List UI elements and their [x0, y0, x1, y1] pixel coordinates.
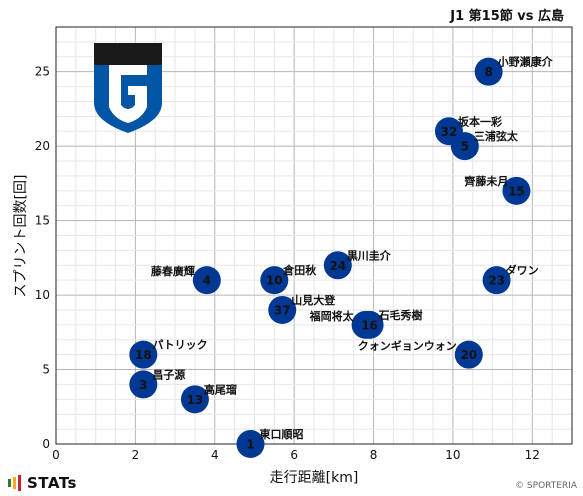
data-point-number: 37 — [274, 303, 291, 317]
chart-title: J1 第15節 vs 広島 — [449, 8, 564, 24]
data-point-label: 三浦弦太 — [474, 129, 519, 143]
data-point-number: 24 — [329, 259, 346, 273]
x-tick-label: 0 — [52, 448, 60, 462]
data-point-label: 昌子源 — [152, 367, 185, 381]
data-point-number: 18 — [135, 348, 152, 362]
data-point-marker — [192, 266, 221, 295]
data-point-number: 1 — [246, 438, 254, 452]
plot-frame — [55, 26, 573, 445]
data-point-number: 3 — [139, 378, 147, 392]
data-point-marker — [268, 295, 297, 324]
x-tick-label: 2 — [132, 448, 140, 462]
data-point-label: 黒川圭介 — [347, 248, 392, 262]
data-point-marker — [236, 430, 265, 458]
data-point-number: 4 — [203, 274, 211, 288]
data-point-marker — [502, 176, 531, 205]
stats-bar-icon — [18, 475, 21, 491]
credit: © SPORTERIA — [515, 481, 577, 491]
data-point-label: 福岡将太 — [309, 309, 355, 323]
data-point-number: 16 — [361, 318, 378, 332]
y-tick-label: 0 — [42, 437, 50, 451]
stats-bar-icon — [8, 479, 11, 487]
data-point-label: クォンギョンウォン — [358, 339, 457, 353]
data-point-label: 坂本一彩 — [458, 114, 502, 128]
data-point-marker — [450, 132, 479, 161]
data-point-label: ダワン — [506, 263, 539, 277]
axes — [55, 26, 573, 445]
data-point-marker — [129, 340, 158, 369]
x-axis-label: 走行距離[km] — [270, 469, 359, 486]
y-tick-label: 15 — [35, 214, 50, 228]
x-tick-label: 12 — [525, 448, 540, 462]
x-tick-label: 8 — [370, 448, 378, 462]
x-tick-label: 10 — [445, 448, 460, 462]
data-point-number: 15 — [508, 184, 525, 198]
data-point-number: 13 — [187, 393, 204, 407]
data-point-label: 山見大登 — [291, 293, 336, 307]
data-point-marker — [260, 266, 289, 295]
y-tick-label: 5 — [42, 363, 50, 377]
brand-name: STATs — [27, 474, 77, 492]
data-point-number: 10 — [266, 274, 283, 288]
data-point-label: 石毛秀樹 — [378, 308, 423, 322]
stats-logo: STATs — [8, 474, 77, 492]
data-point-number: 32 — [441, 125, 458, 139]
data-point-marker — [454, 340, 483, 369]
data-point-marker — [482, 266, 511, 295]
y-tick-label: 10 — [35, 288, 50, 302]
data-point-label: 藤春廣輝 — [151, 264, 195, 278]
data-point-label: 小野瀬康介 — [497, 55, 554, 69]
x-tick-label: 4 — [211, 448, 219, 462]
data-point-marker — [180, 385, 209, 414]
data-point-label: 東口順昭 — [259, 427, 303, 441]
data-point-label: パトリック — [152, 339, 207, 352]
data-point-label: 高尾瑠 — [204, 382, 237, 396]
data-point-marker — [323, 251, 352, 280]
data-point-number: 8 — [484, 65, 492, 79]
data-point-number: 23 — [488, 274, 505, 288]
data-point-label: 倉田秋 — [282, 263, 317, 277]
data-point-number: 20 — [460, 348, 477, 362]
data-point-marker — [474, 57, 503, 86]
stats-bar-icon — [13, 477, 16, 489]
x-tick-label: 6 — [290, 448, 298, 462]
y-tick-label: 25 — [35, 65, 50, 79]
data-point-label: 齊藤未月 — [463, 174, 508, 188]
y-axis-label: スプリント回数[回] — [13, 175, 29, 298]
data-point-marker — [355, 310, 384, 339]
team-badge-icon — [94, 43, 162, 133]
data-point-number: 5 — [461, 140, 469, 154]
data-point-marker — [129, 370, 158, 399]
y-tick-label: 20 — [35, 139, 50, 153]
